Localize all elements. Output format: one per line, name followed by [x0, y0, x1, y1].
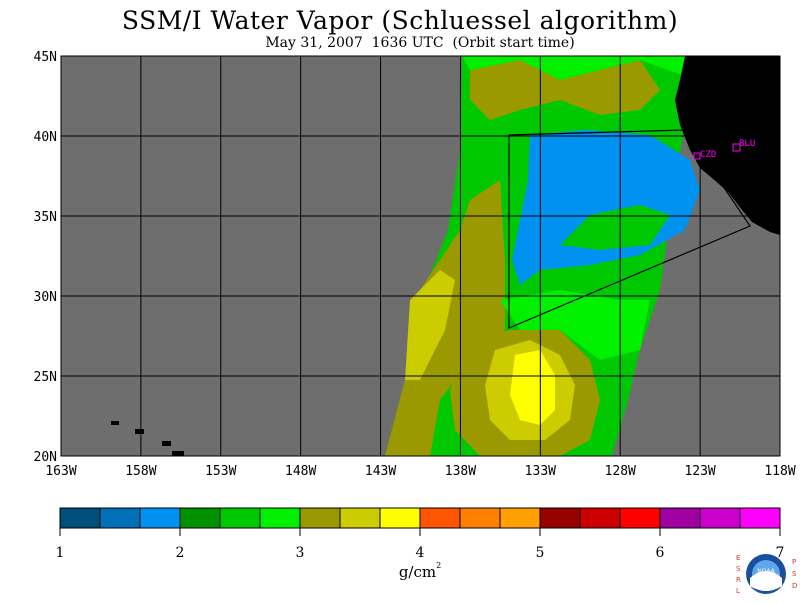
lon-tick-label: 153W — [205, 464, 236, 479]
lon-tick-label: 123W — [684, 464, 715, 479]
colorbar-tick-label: 6 — [655, 545, 665, 561]
colorbar-tick-label: 2 — [175, 545, 185, 561]
colorbar-swatch — [699, 507, 741, 529]
logo-letter-d: D — [792, 582, 797, 590]
logo-letter-p: P — [792, 558, 796, 566]
swath-yellow-core — [510, 350, 555, 425]
station-marker-czd — [693, 152, 701, 160]
swath-olive-north — [470, 60, 660, 120]
map-subtitle: May 31, 2007 1636 UTC (Orbit start time) — [265, 35, 575, 51]
colorbar-swatch — [259, 507, 301, 529]
colorbar-tick-label: 3 — [295, 545, 305, 561]
colorbar-swatch — [739, 507, 781, 529]
colorbar-swatch — [499, 507, 541, 529]
island-maui — [162, 441, 171, 446]
logo-letter-s2: S — [792, 570, 797, 578]
island-hawaii — [172, 451, 184, 456]
logo-letter-r: R — [736, 576, 741, 584]
colorbar-swatch — [179, 507, 221, 529]
noaa-esrl-psd-logo: E S R L P S D NOAA — [730, 552, 800, 600]
colorbar-tick-label: 7 — [775, 545, 785, 561]
lon-tick-label: 148W — [285, 464, 316, 479]
colorbar-tick-label: 5 — [535, 545, 545, 561]
colorbar-swatch — [99, 507, 141, 529]
colorbar-swatch — [659, 507, 701, 529]
island-oahu — [135, 429, 144, 434]
colorbar-swatch — [379, 507, 421, 529]
map-title: SSM/I Water Vapor (Schluessel algorithm) — [121, 6, 679, 35]
lon-tick-label: 118W — [764, 464, 795, 479]
analysis-sector-outline — [508, 129, 751, 329]
lon-tick-label: 158W — [125, 464, 156, 479]
swath-yellowgreen-west — [405, 270, 455, 380]
swath-blue-region — [512, 130, 700, 285]
colorbar-swatch — [459, 507, 501, 529]
colorbar — [59, 507, 781, 536]
lat-tick-label: 45N — [34, 50, 57, 65]
svg-text:NOAA: NOAA — [757, 568, 775, 575]
station-marker-blu — [732, 143, 741, 152]
swath-bright-green-edge — [500, 290, 650, 360]
colorbar-swatch — [419, 507, 461, 529]
logo-letter-e: E — [736, 554, 740, 562]
station-label-blu: BLU — [739, 139, 755, 149]
colorbar-swatch — [619, 507, 661, 529]
colorbar-tick-label: 1 — [55, 545, 65, 561]
lat-tick-label: 20N — [34, 450, 57, 465]
lat-tick-label: 35N — [34, 210, 57, 225]
lon-tick-label: 163W — [45, 464, 76, 479]
lon-tick-label: 133W — [525, 464, 556, 479]
map-frame — [60, 55, 781, 457]
lon-tick-label: 143W — [365, 464, 396, 479]
colorbar-swatch — [219, 507, 261, 529]
colorbar-tick-label: 4 — [415, 545, 425, 561]
swath-bright-green-north — [462, 56, 685, 80]
colorbar-swatch — [539, 507, 581, 529]
lat-tick-label: 25N — [34, 370, 57, 385]
colorbar-units: g/cm2 — [398, 561, 442, 581]
lat-tick-label: 30N — [34, 290, 57, 305]
lat-tick-label: 40N — [34, 130, 57, 145]
logo-letter-l: L — [736, 587, 740, 595]
lon-tick-label: 138W — [445, 464, 476, 479]
station-label-czd: CZD — [700, 150, 716, 160]
land-north-america — [675, 56, 780, 235]
colorbar-swatch — [139, 507, 181, 529]
colorbar-swatch — [299, 507, 341, 529]
colorbar-swatch — [59, 507, 101, 529]
map-gridlines — [61, 56, 780, 456]
colorbar-swatch — [339, 507, 381, 529]
logo-letter-s: S — [736, 565, 741, 573]
island-kauai — [111, 421, 119, 425]
lon-tick-label: 128W — [605, 464, 636, 479]
colorbar-swatch — [579, 507, 621, 529]
